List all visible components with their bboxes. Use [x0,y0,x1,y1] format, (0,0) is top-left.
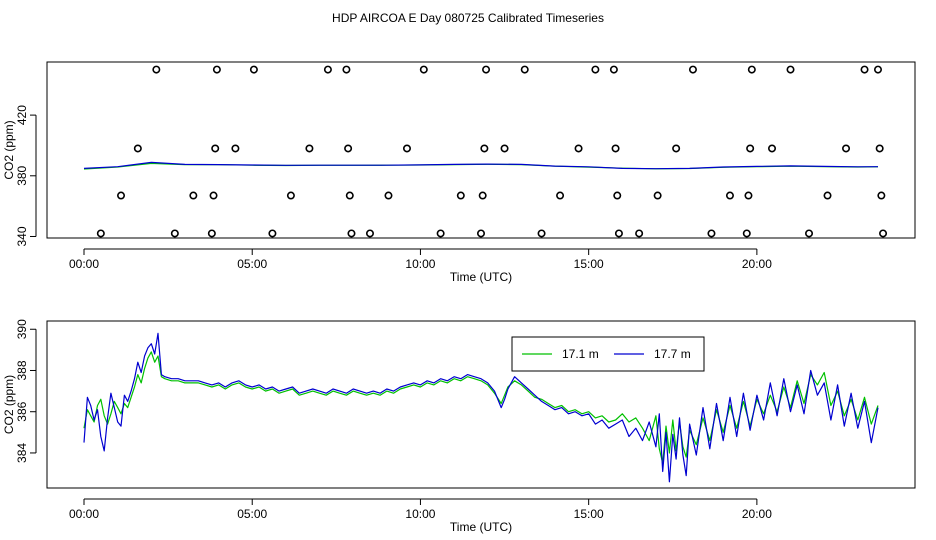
data-point [305,144,314,153]
data-point [879,229,888,238]
y-tick-label: 380 [15,165,29,185]
data-point [268,229,277,238]
series-line-17-7-m [83,332,879,483]
data-point [860,65,869,74]
data-point [342,65,351,74]
data-point [613,191,622,200]
x-axis-label: Time (UTC) [450,520,512,534]
data-point [384,191,393,200]
data-point [345,191,354,200]
data-point [875,144,884,153]
data-point [365,229,374,238]
legend-label: 17.1 m [562,347,599,361]
data-point [480,144,489,153]
data-point [419,65,428,74]
data-point [152,65,161,74]
data-point [842,144,851,153]
data-point [725,191,734,200]
data-point [436,229,445,238]
data-point [611,144,620,153]
series-line-17-1-m [83,351,879,464]
data-point [323,65,332,74]
data-point [688,65,697,74]
data-point [635,229,644,238]
data-point [537,229,546,238]
y-tick-label: 390 [15,319,29,339]
legend: 17.1 m 17.7 m [511,336,705,372]
x-tick-label: 00:00 [69,257,99,271]
data-point [747,65,756,74]
x-tick-label: 05:00 [237,507,267,521]
y-tick-label: 386 [15,401,29,421]
x-tick-label: 15:00 [574,257,604,271]
x-tick-label: 20:00 [742,507,772,521]
data-point [402,144,411,153]
data-point [609,65,618,74]
data-point [211,144,220,153]
data-point [805,229,814,238]
y-axis-label: CO2 (ppm) [2,375,16,434]
data-point [133,144,142,153]
data-point [591,65,600,74]
y-tick-label: 420 [15,105,29,125]
data-point [877,191,886,200]
y-tick-label: 384 [15,443,29,463]
panel-bottom: 00:00 05:00 10:00 15:00 20:00 Time (UTC) 384 38… [2,319,916,534]
x-tick-label: 10:00 [405,257,435,271]
x-tick-label: 05:00 [237,257,267,271]
series-line-1 [83,161,879,170]
data-point [117,191,126,200]
y-tick-label: 388 [15,360,29,380]
data-point [249,65,258,74]
data-point [344,144,353,153]
data-point [170,229,179,238]
data-point [742,229,751,238]
data-point [231,144,240,153]
data-point [768,144,777,153]
data-point [476,229,485,238]
data-point [207,229,216,238]
x-tick-label: 10:00 [405,507,435,521]
data-point [786,65,795,74]
data-point [574,144,583,153]
data-point [823,191,832,200]
plot-frame [46,61,916,239]
data-point [96,229,105,238]
data-point [286,191,295,200]
data-point [500,144,509,153]
data-point [347,229,356,238]
x-tick-label: 20:00 [742,257,772,271]
x-tick-label: 15:00 [574,507,604,521]
data-point [744,191,753,200]
x-axis-label: Time (UTC) [450,270,512,284]
plot-frame [46,320,916,489]
data-point [209,191,218,200]
data-point [482,65,491,74]
data-point [653,191,662,200]
data-point [456,191,465,200]
data-point [707,229,716,238]
data-point [614,229,623,238]
data-point [212,65,221,74]
panel-top: 00:00 05:00 10:00 15:00 20:00 Time (UTC) 340 38… [2,61,916,284]
data-point [556,191,565,200]
data-point [189,191,198,200]
legend-label: 17.7 m [654,347,691,361]
data-point [672,144,681,153]
data-point [478,191,487,200]
data-point [746,144,755,153]
data-point [873,65,882,74]
data-point [520,65,529,74]
x-tick-label: 00:00 [69,507,99,521]
y-axis-label: CO2 (ppm) [2,120,16,179]
figure-title: HDP AIRCOA E Day 080725 Calibrated Times… [332,11,604,25]
y-tick-label: 340 [15,226,29,246]
